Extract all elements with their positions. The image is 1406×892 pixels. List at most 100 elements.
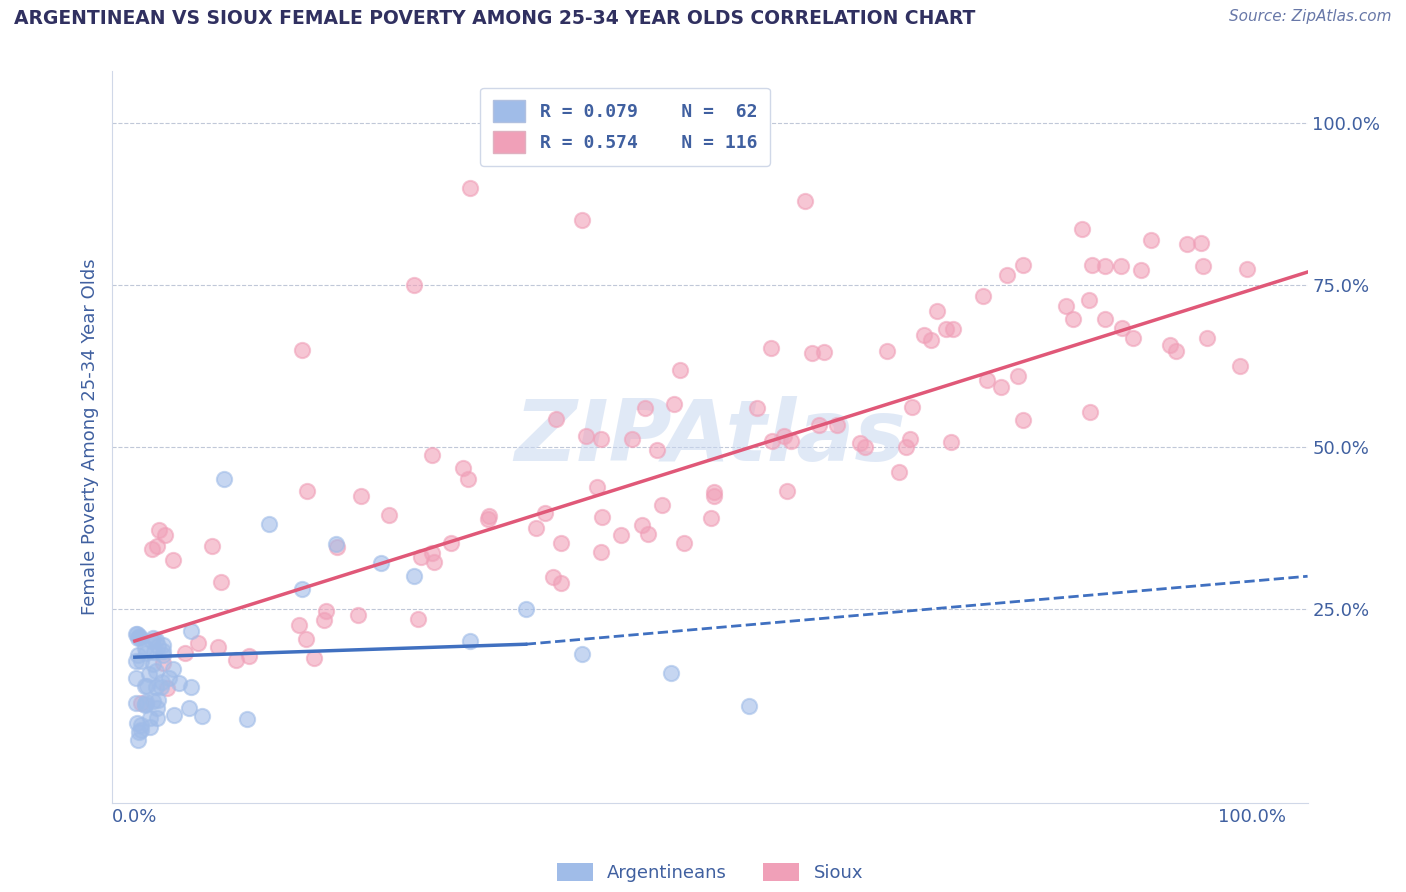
- Point: [152, 638, 174, 652]
- Point: [761, 434, 783, 449]
- Point: [288, 617, 311, 632]
- Point: [813, 345, 835, 359]
- Point: [800, 346, 823, 360]
- Point: [146, 639, 169, 653]
- Point: [1111, 259, 1133, 273]
- Point: [1054, 299, 1077, 313]
- Point: [139, 720, 162, 734]
- Point: [1094, 259, 1116, 273]
- Point: [1191, 259, 1213, 273]
- Point: [370, 557, 392, 571]
- Point: [669, 362, 692, 376]
- Point: [1012, 259, 1035, 273]
- Point: [458, 181, 481, 195]
- Point: [201, 539, 224, 553]
- Point: [935, 322, 957, 336]
- Point: [773, 428, 796, 442]
- Point: [127, 631, 149, 645]
- Point: [129, 723, 152, 737]
- Point: [1012, 413, 1035, 427]
- Point: [148, 523, 170, 537]
- Point: [901, 400, 924, 414]
- Point: [125, 627, 148, 641]
- Point: [125, 697, 148, 711]
- Point: [1077, 293, 1099, 308]
- Point: [515, 601, 537, 615]
- Point: [207, 640, 229, 654]
- Point: [350, 489, 373, 503]
- Point: [477, 512, 499, 526]
- Point: [589, 544, 612, 558]
- Point: [315, 604, 337, 618]
- Point: [808, 418, 831, 433]
- Y-axis label: Female Poverty Among 25-34 Year Olds: Female Poverty Among 25-34 Year Olds: [80, 259, 98, 615]
- Point: [620, 432, 643, 446]
- Point: [575, 429, 598, 443]
- Point: [1175, 237, 1198, 252]
- Point: [853, 440, 876, 454]
- Point: [896, 440, 918, 454]
- Point: [972, 289, 994, 303]
- Legend: Argentineans, Sioux: Argentineans, Sioux: [550, 855, 870, 889]
- Point: [291, 343, 314, 357]
- Point: [191, 709, 214, 723]
- Point: [589, 433, 612, 447]
- Point: [180, 681, 202, 695]
- Point: [139, 711, 162, 725]
- Point: [458, 634, 481, 648]
- Point: [129, 696, 152, 710]
- Point: [153, 528, 176, 542]
- Point: [302, 651, 325, 665]
- Point: [912, 328, 935, 343]
- Point: [402, 569, 425, 583]
- Point: [295, 483, 318, 498]
- Point: [995, 268, 1018, 283]
- Point: [423, 555, 446, 569]
- Point: [825, 418, 848, 433]
- Point: [257, 517, 280, 532]
- Point: [125, 627, 148, 641]
- Text: ZIPAtlas: ZIPAtlas: [515, 395, 905, 479]
- Point: [146, 693, 169, 707]
- Point: [145, 680, 167, 694]
- Point: [664, 397, 686, 411]
- Point: [135, 647, 157, 661]
- Point: [326, 541, 349, 555]
- Point: [571, 647, 593, 661]
- Point: [141, 541, 163, 556]
- Point: [645, 443, 668, 458]
- Point: [637, 527, 659, 541]
- Point: [180, 624, 202, 639]
- Point: [291, 582, 314, 597]
- Point: [779, 434, 801, 448]
- Point: [1078, 405, 1101, 419]
- Point: [127, 732, 149, 747]
- Point: [162, 553, 184, 567]
- Point: [145, 664, 167, 678]
- Point: [157, 671, 180, 685]
- Point: [544, 412, 567, 426]
- Point: [127, 648, 149, 662]
- Point: [591, 510, 613, 524]
- Point: [179, 700, 201, 714]
- Point: [524, 521, 547, 535]
- Point: [1164, 343, 1187, 358]
- Point: [776, 484, 799, 499]
- Point: [125, 654, 148, 668]
- Point: [125, 671, 148, 685]
- Point: [295, 632, 318, 646]
- Point: [942, 321, 965, 335]
- Point: [876, 343, 898, 358]
- Point: [150, 680, 173, 694]
- Point: [225, 653, 247, 667]
- Point: [941, 434, 963, 449]
- Point: [1129, 262, 1152, 277]
- Point: [541, 569, 564, 583]
- Point: [759, 341, 782, 355]
- Text: Source: ZipAtlas.com: Source: ZipAtlas.com: [1229, 9, 1392, 24]
- Point: [420, 448, 443, 462]
- Point: [659, 666, 682, 681]
- Point: [212, 472, 235, 486]
- Point: [152, 656, 174, 670]
- Point: [150, 675, 173, 690]
